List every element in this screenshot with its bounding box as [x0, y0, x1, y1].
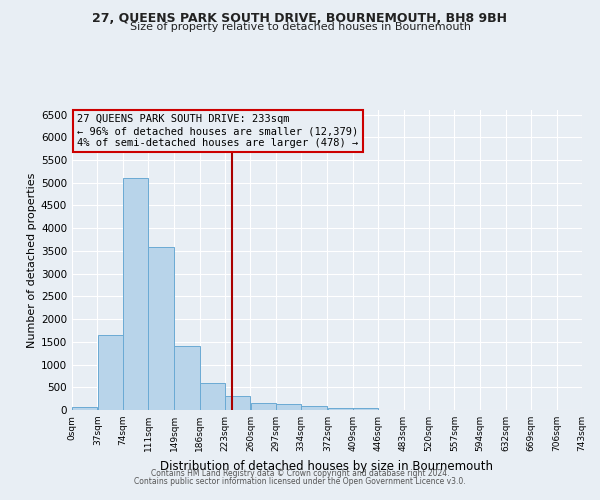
Bar	[328, 408, 353, 410]
Y-axis label: Number of detached properties: Number of detached properties	[27, 172, 37, 348]
Bar	[200, 383, 225, 410]
Bar	[276, 404, 301, 410]
Bar	[123, 178, 148, 410]
Bar	[353, 408, 378, 410]
Text: Contains HM Land Registry data © Crown copyright and database right 2024.: Contains HM Land Registry data © Crown c…	[151, 468, 449, 477]
Text: Size of property relative to detached houses in Bournemouth: Size of property relative to detached ho…	[130, 22, 470, 32]
Text: 27 QUEENS PARK SOUTH DRIVE: 233sqm
← 96% of detached houses are smaller (12,379): 27 QUEENS PARK SOUTH DRIVE: 233sqm ← 96%…	[77, 114, 358, 148]
Text: 27, QUEENS PARK SOUTH DRIVE, BOURNEMOUTH, BH8 9BH: 27, QUEENS PARK SOUTH DRIVE, BOURNEMOUTH…	[92, 12, 508, 26]
X-axis label: Distribution of detached houses by size in Bournemouth: Distribution of detached houses by size …	[161, 460, 493, 472]
Bar	[225, 396, 250, 410]
Bar	[148, 248, 174, 410]
Bar	[72, 406, 97, 410]
Text: Contains public sector information licensed under the Open Government Licence v3: Contains public sector information licen…	[134, 477, 466, 486]
Bar	[251, 403, 275, 410]
Bar	[98, 335, 122, 410]
Bar	[175, 346, 199, 410]
Bar	[301, 406, 327, 410]
